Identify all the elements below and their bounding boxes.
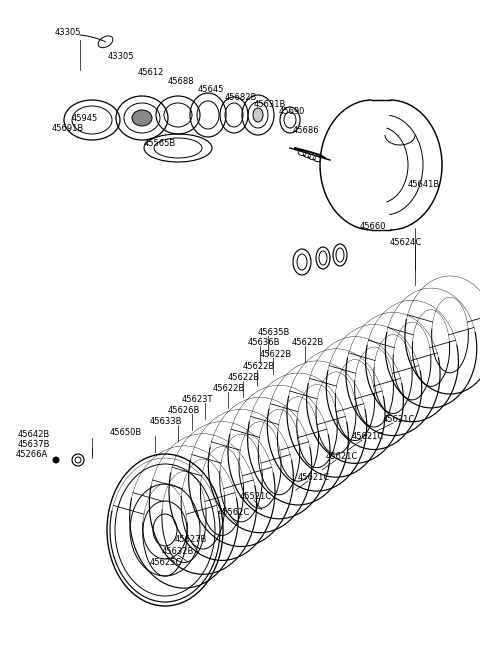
Text: 45945: 45945 [72,114,98,123]
Text: 45690: 45690 [279,107,305,116]
Text: 45623T: 45623T [182,395,214,404]
Text: 45686: 45686 [293,126,320,135]
Text: 45622B: 45622B [292,338,324,347]
Text: 45632B: 45632B [162,547,194,556]
Text: 45636B: 45636B [248,338,280,347]
Text: 45660: 45660 [360,222,386,231]
Text: 45621C: 45621C [298,473,330,482]
Text: 45626B: 45626B [168,406,200,415]
Text: 45637B: 45637B [18,440,50,449]
Text: 45622B: 45622B [213,384,245,393]
Text: 45642B: 45642B [18,430,50,439]
Text: 45565B: 45565B [144,139,176,148]
Ellipse shape [132,110,152,126]
Text: 45622B: 45622B [228,373,260,382]
Text: 45633B: 45633B [150,417,182,426]
Ellipse shape [253,108,263,122]
Text: 45688: 45688 [168,77,194,86]
Text: 45627B: 45627B [175,535,207,544]
Text: 45691B: 45691B [52,124,84,133]
Text: 45650B: 45650B [110,428,142,437]
Text: 45641B: 45641B [408,180,440,189]
Text: 45635B: 45635B [258,328,290,337]
Text: 45621C: 45621C [352,432,384,441]
Text: 45682B: 45682B [225,93,257,102]
Text: 45622B: 45622B [260,350,292,359]
Text: 45621C: 45621C [383,415,415,424]
Text: 45621C: 45621C [326,452,358,461]
Text: 45631B: 45631B [254,100,287,109]
Text: 45645: 45645 [198,85,224,94]
Text: 45521C: 45521C [240,492,272,501]
Ellipse shape [53,457,59,463]
Text: 45562C: 45562C [218,508,250,517]
Text: 43305: 43305 [55,28,82,37]
Text: 45612: 45612 [138,68,164,77]
Text: 45622B: 45622B [243,362,275,371]
Text: 43305: 43305 [108,52,134,61]
Text: 45625C: 45625C [150,558,182,567]
Text: 45624C: 45624C [390,238,422,247]
Text: 45266A: 45266A [16,450,48,459]
